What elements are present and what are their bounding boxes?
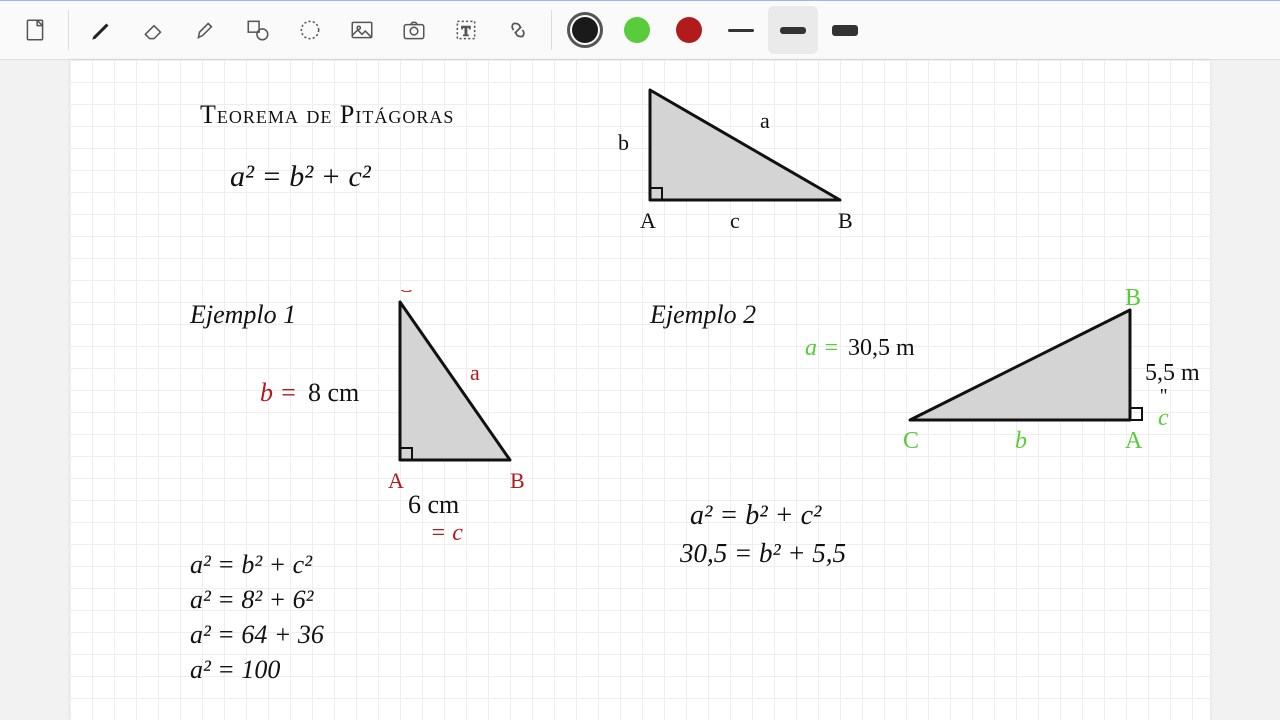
svg-text:B: B xyxy=(510,468,525,493)
color-red[interactable] xyxy=(664,6,714,54)
shapes-icon[interactable] xyxy=(233,6,283,54)
svg-text:T: T xyxy=(462,23,471,39)
handwriting-ej2_l1: a² = b² + c² xyxy=(690,500,821,532)
handwriting-ej1_bv: 8 cm xyxy=(308,378,359,408)
eraser-icon[interactable] xyxy=(129,6,179,54)
handwriting-ej1_l3: a² = 64 + 36 xyxy=(190,620,324,650)
handwriting-ej1_l4: a² = 100 xyxy=(190,655,280,685)
diagram-triangle-main: C A Bb a c xyxy=(610,80,860,280)
color-green[interactable] xyxy=(612,6,662,54)
handwriting-ej2_l2: 30,5 = b² + 5,5 xyxy=(680,538,846,569)
pen-icon[interactable] xyxy=(77,6,127,54)
highlighter-icon[interactable] xyxy=(181,6,231,54)
svg-text:C: C xyxy=(398,290,413,297)
svg-text:a: a xyxy=(760,108,770,133)
svg-text:C: C xyxy=(650,80,665,81)
svg-text:a: a xyxy=(470,360,480,385)
stroke-med[interactable] xyxy=(768,6,818,54)
handwriting-ej2_a: a = xyxy=(805,335,839,362)
separator xyxy=(68,10,69,50)
stroke-thick[interactable] xyxy=(820,6,870,54)
text-icon[interactable]: T xyxy=(441,6,491,54)
handwriting-ej2_title: Ejemplo 2 xyxy=(650,300,756,330)
handwriting-ej1_l2: a² = 8² + 6² xyxy=(190,585,313,615)
handwriting-title: Teorema de Pitágoras xyxy=(200,100,454,130)
separator xyxy=(551,10,552,50)
handwriting-formula_main: a² = b² + c² xyxy=(230,160,371,194)
toolbar: ✱ T xyxy=(0,0,1280,60)
camera-icon[interactable] xyxy=(389,6,439,54)
link-icon[interactable] xyxy=(493,6,543,54)
handwriting-ej1_title: Ejemplo 1 xyxy=(190,300,296,330)
svg-text:c: c xyxy=(730,208,740,233)
image-icon[interactable] xyxy=(337,6,387,54)
svg-text:B: B xyxy=(838,208,853,233)
svg-text:b: b xyxy=(618,130,629,155)
paper[interactable]: Teorema de Pitágoras a² = b² + c² Ejemplo … xyxy=(70,60,1210,720)
handwriting-ej1_b: b = xyxy=(260,378,297,408)
stroke-thin[interactable] xyxy=(716,6,766,54)
lasso-icon[interactable] xyxy=(285,6,335,54)
color-black[interactable] xyxy=(560,6,610,54)
page-icon[interactable] xyxy=(10,6,60,54)
diagram-triangle-ej1: C A Ba xyxy=(370,290,550,560)
svg-text:A: A xyxy=(640,208,656,233)
handwriting-ej2_cq: '' xyxy=(1160,385,1167,408)
canvas-area[interactable]: Teorema de Pitágoras a² = b² + c² Ejemplo … xyxy=(0,60,1280,720)
diagram-triangle-ej2 xyxy=(900,280,1160,500)
svg-text:A: A xyxy=(388,468,404,493)
handwriting-ej1_l1: a² = b² + c² xyxy=(190,550,312,580)
